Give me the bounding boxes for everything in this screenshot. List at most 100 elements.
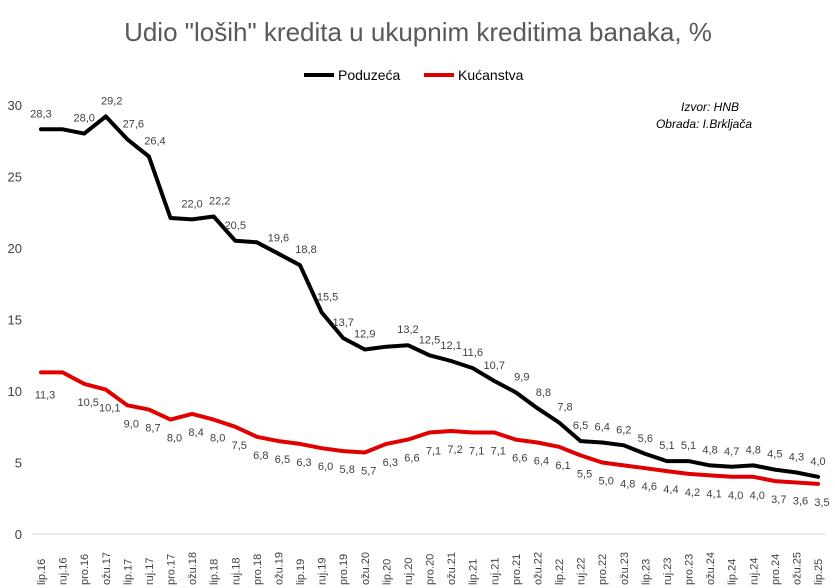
legend-label-kucanstva: Kućanstva — [458, 67, 524, 83]
data-label-kucanstva: 7,5 — [232, 440, 247, 452]
x-tick-label: ruj.16 — [58, 557, 70, 585]
data-label-kucanstva: 6,0 — [318, 461, 333, 473]
data-labels: 28,3 28,0 29,227,626,4 22,0 22,2 20,5 19,6 18,8… — [30, 95, 829, 509]
data-label-kucanstva: 8,7 — [145, 423, 160, 435]
x-tick-label: ožu.24 — [705, 552, 717, 585]
x-tick-label: ožu.19 — [273, 552, 285, 585]
data-label-kucanstva: 10,1 — [99, 403, 120, 415]
data-label-kucanstva: 9,0 — [124, 418, 139, 430]
data-label-kucanstva: 4,6 — [642, 481, 657, 493]
data-label-poduzeca: 19,6 — [268, 233, 289, 245]
data-label-kucanstva: 6,6 — [404, 453, 419, 465]
source-note: Izvor: HNB Obrada: I.Brkljača — [656, 100, 752, 131]
x-axis-ticks: lip.16 ruj.16 pro.16 ožu.17 lip.17 ruj.17 pro.… — [36, 552, 825, 585]
data-label-poduzeca: 22,2 — [209, 196, 230, 208]
data-label-poduzeca: 5,1 — [681, 440, 696, 452]
x-tick-label: ruj.18 — [230, 557, 242, 585]
y-tick-label: 0 — [15, 527, 22, 542]
series-lines — [39, 114, 820, 486]
data-label-kucanstva: 5,0 — [599, 476, 614, 488]
y-tick-label: 10 — [8, 384, 22, 399]
data-label-poduzeca: 13,2 — [397, 324, 418, 336]
x-tick-label: pro.17 — [166, 554, 178, 585]
x-tick-label: lip.21 — [468, 559, 480, 585]
series-line-poduzeca — [39, 114, 820, 479]
y-tick-label: 5 — [15, 456, 22, 471]
data-label-kucanstva: 8,0 — [167, 433, 182, 445]
x-tick-label: pro.18 — [252, 554, 264, 585]
x-tick-label: lip.22 — [554, 559, 566, 585]
data-label-poduzeca: 4,8 — [746, 444, 761, 456]
x-tick-label: lip.20 — [381, 559, 393, 585]
data-label-kucanstva: 5,5 — [577, 468, 592, 480]
x-tick-label: lip.24 — [727, 559, 739, 585]
data-label-kucanstva: 8,0 — [210, 433, 225, 445]
data-label-poduzeca: 6,2 — [616, 424, 631, 436]
data-label-kucanstva: 4,1 — [706, 488, 721, 500]
source-line-1: Izvor: HNB — [681, 100, 739, 114]
x-tick-label: ruj.22 — [576, 557, 588, 585]
data-label-poduzeca: 11,6 — [462, 347, 483, 359]
x-tick-label: lip.17 — [122, 559, 134, 585]
x-tick-label: lip.23 — [640, 559, 652, 585]
data-label-poduzeca: 4,5 — [767, 449, 782, 461]
y-tick-label: 20 — [8, 241, 22, 256]
x-tick-label: pro.21 — [511, 554, 523, 585]
x-tick-label: ruj.19 — [317, 557, 329, 585]
data-label-kucanstva: 11,3 — [35, 389, 56, 401]
data-label-poduzeca: 4,8 — [702, 444, 717, 456]
x-tick-label: ruj.17 — [144, 557, 156, 585]
y-tick-label: 25 — [8, 170, 22, 185]
legend: Poduzeća Kućanstva — [304, 67, 524, 83]
data-label-kucanstva: 3,6 — [793, 496, 808, 508]
y-axis-ticks: 0 5 10 15 20 25 30 — [8, 98, 22, 542]
data-label-poduzeca: 18,8 — [295, 244, 316, 256]
data-label-kucanstva: 5,8 — [340, 464, 355, 476]
x-tick-label: ožu.17 — [101, 552, 113, 585]
data-label-kucanstva: 7,2 — [447, 444, 462, 456]
data-label-kucanstva: 3,7 — [771, 494, 786, 506]
data-label-kucanstva: 5,7 — [361, 465, 376, 477]
data-label-poduzeca: 4,0 — [810, 456, 825, 468]
x-tick-label: lip.16 — [36, 559, 48, 585]
data-label-kucanstva: 7,1 — [426, 445, 441, 457]
x-tick-label: ožu.22 — [532, 552, 544, 585]
data-label-poduzeca: 10,7 — [484, 360, 505, 372]
x-tick-label: pro.22 — [597, 554, 609, 585]
data-label-poduzeca: 5,1 — [659, 440, 674, 452]
x-tick-label: ruj.23 — [662, 557, 674, 585]
data-label-poduzeca: 12,1 — [440, 340, 461, 352]
series-line-kucanstva — [39, 370, 820, 486]
x-tick-label: ožu.23 — [619, 552, 631, 585]
x-tick-label: ožu.21 — [446, 552, 458, 585]
data-label-kucanstva: 10,5 — [77, 397, 98, 409]
data-label-poduzeca: 20,5 — [225, 220, 246, 232]
y-tick-label: 15 — [8, 313, 22, 328]
x-tick-label: pro.20 — [425, 554, 437, 585]
data-label-poduzeca: 6,5 — [573, 420, 588, 432]
x-tick-label: ruj.20 — [403, 557, 415, 585]
data-label-poduzeca: 12,5 — [419, 334, 440, 346]
chart-title: Udio "loših" kredita u ukupnim kreditima… — [124, 17, 712, 47]
x-tick-label: lip.18 — [209, 559, 221, 585]
data-label-kucanstva: 6,4 — [534, 455, 549, 467]
data-label-kucanstva: 6,3 — [296, 457, 311, 469]
x-tick-label: pro.19 — [338, 554, 350, 585]
data-label-poduzeca: 29,2 — [101, 95, 122, 107]
data-label-kucanstva: 7,1 — [469, 445, 484, 457]
x-tick-label: ožu.20 — [360, 552, 372, 585]
data-label-poduzeca: 15,5 — [317, 291, 338, 303]
data-label-kucanstva: 4,0 — [750, 490, 765, 502]
x-tick-label: pro.23 — [684, 554, 696, 585]
data-label-kucanstva: 6,1 — [555, 460, 570, 472]
data-label-poduzeca: 9,9 — [514, 371, 529, 383]
data-label-poduzeca: 6,4 — [595, 421, 610, 433]
data-label-poduzeca: 26,4 — [144, 135, 165, 147]
source-line-2: Obrada: I.Brkljača — [656, 117, 752, 131]
x-tick-label: ruj.21 — [489, 557, 501, 585]
data-label-poduzeca: 28,0 — [73, 113, 94, 125]
data-label-poduzeca: 7,8 — [557, 401, 572, 413]
x-tick-label: pro.24 — [770, 554, 782, 585]
data-label-kucanstva: 4,4 — [663, 484, 678, 496]
